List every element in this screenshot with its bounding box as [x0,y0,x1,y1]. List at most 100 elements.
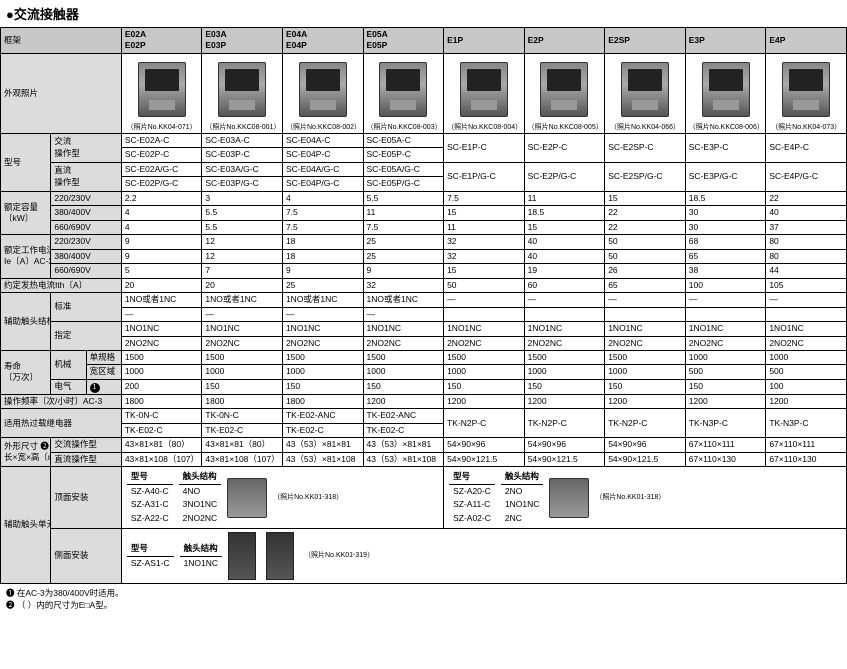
cap-380-4: 15 [444,206,525,220]
row-thermal-label: 适用热过载继电器 [1,409,122,438]
row-freq-label: 操作频率〔次/小时〕AC-3 [1,394,122,408]
aux-model: SZ-AS1-C [127,557,174,570]
aux-model-header: 型号 [127,470,173,484]
aux-model: SZ-A40-C [127,485,173,498]
aux-side-label: 侧面安装 [51,529,121,584]
cap-380-5: 18.5 [524,206,605,220]
ith-2: 25 [282,278,363,292]
aux-photo-number: （照片No.KK01-318） [595,493,665,502]
aux-spec1-1: 1NO1NC [202,322,283,336]
row-model-label: 型号 [1,133,51,191]
life-wide-0: 1000 [121,365,202,379]
aux-std2-8 [766,307,847,321]
thermal-4: TK-N2P-C [444,409,525,438]
cur-380-label: 380/400V [51,249,121,263]
cur-220-4: 32 [444,235,525,249]
row-dim-label: 外形尺寸 ❷长×宽×高〔mm〕 [1,438,51,467]
cur-380-1: 12 [202,249,283,263]
ac-model-7: SC-E3P-C [685,133,766,162]
dc-model-a-0: SC-E02A/G-C [121,162,202,176]
life-elec-5: 150 [524,379,605,394]
ac-model-b-3: SC-E05P-C [363,148,444,162]
life-wide-8: 500 [766,365,847,379]
thermal2-1: TK-E02-C [202,423,283,437]
ac-model-b-2: SC-E04P-C [282,148,363,162]
row-aux-unit-label: 辅助触头单元 [1,467,51,584]
dim-ac-4: 54×90×96 [444,438,525,452]
photo-cell-0: （照片No.KK04-071） [121,53,202,133]
cap-380-8: 40 [766,206,847,220]
dim-dc-4: 54×90×121.5 [444,452,525,466]
aux-std2-2: — [282,307,363,321]
cur-380-7: 65 [685,249,766,263]
dc-model-a-2: SC-E04A/G-C [282,162,363,176]
row-cap-label: 额定容量〔kW〕 [1,191,51,234]
ac-model-4: SC-E1P-C [444,133,525,162]
ith-0: 20 [121,278,202,292]
cap-660-0: 4 [121,220,202,234]
photo-number-1: （照片No.KKC08-001） [205,123,279,132]
cap-660-8: 37 [766,220,847,234]
cur-220-8: 80 [766,235,847,249]
dim-ac-1: 43×81×81（80） [202,438,283,452]
cap-380-1: 5.5 [202,206,283,220]
cur-660-8: 44 [766,264,847,278]
cur-380-8: 80 [766,249,847,263]
frame-header-8: E4P [766,28,847,54]
aux-std2-1: — [202,307,283,321]
cap-660-label: 660/690V [51,220,121,234]
ac-model-5: SC-E2P-C [524,133,605,162]
aux-std2-7 [685,307,766,321]
aux-top-image [549,478,589,518]
ac-model-b-1: SC-E03P-C [202,148,283,162]
cur-220-label: 220/230V [51,235,121,249]
aux-model: SZ-A20-C [449,485,495,498]
cap-380-3: 11 [363,206,444,220]
aux-model: SZ-A22-C [127,512,173,525]
photo-number-5: （照片No.KKC08-005） [528,123,602,132]
thermal2-0: TK-E02-C [121,423,202,437]
ac-model-a-2: SC-E04A-C [282,133,363,147]
thermal1-2: TK-E02-ANC [282,409,363,423]
life-single-7: 1000 [685,350,766,364]
aux-side-block: 型号SZ-AS1-C触头结构1NO1NC（照片No.KK01-319） [121,529,846,584]
life-elec-6: 150 [605,379,686,394]
contactor-image-6 [621,62,669,117]
row-model-dc: 直流操作型 [51,162,121,191]
dc-model-6: SC-E2SP/G-C [605,162,686,191]
photo-cell-6: （照片No.KK04-066） [605,53,686,133]
photo-cell-1: （照片No.KKC08-001） [202,53,283,133]
aux-spec2-4: 2NO2NC [444,336,525,350]
aux-spec1-3: 1NO1NC [363,322,444,336]
life-wide-2: 1000 [282,365,363,379]
aux-spec1-2: 1NO1NC [282,322,363,336]
freq-2: 1800 [282,394,363,408]
ac-model-8: SC-E4P-C [766,133,847,162]
aux-std1-2: 1NO或者1NC [282,293,363,307]
aux-photo-number: （照片No.KK01-318） [273,493,343,502]
life-wide-6: 1000 [605,365,686,379]
aux-contact: 2NO [501,485,543,498]
aux-model-header: 型号 [449,470,495,484]
aux-contact: 4NO [179,485,221,498]
life-wide-1: 1000 [202,365,283,379]
photo-number-6: （照片No.KK04-066） [608,123,682,132]
frame-header-5: E2P [524,28,605,54]
dc-model-b-3: SC-E05P/G-C [363,177,444,191]
footnote-2: ❷ （ ）内的尺寸为E□A型。 [6,600,841,612]
cur-220-3: 25 [363,235,444,249]
cap-660-7: 30 [685,220,766,234]
cap-220-0: 2.2 [121,191,202,205]
dim-ac-0: 43×81×81（80） [121,438,202,452]
aux-std2-4 [444,307,525,321]
dc-model-b-0: SC-E02P/G-C [121,177,202,191]
cap-380-6: 22 [605,206,686,220]
life-wide-7: 500 [685,365,766,379]
aux-photo-number: （照片No.KK01-319） [304,551,374,560]
life-wide-label: 宽区域 [86,365,121,379]
row-cur-label: 额定工作电流Ie〔A〕AC-3 [1,235,51,278]
freq-4: 1200 [444,394,525,408]
life-elec-3: 150 [363,379,444,394]
aux-side-image [228,532,256,580]
dim-ac-label: 交流操作型 [51,438,121,452]
